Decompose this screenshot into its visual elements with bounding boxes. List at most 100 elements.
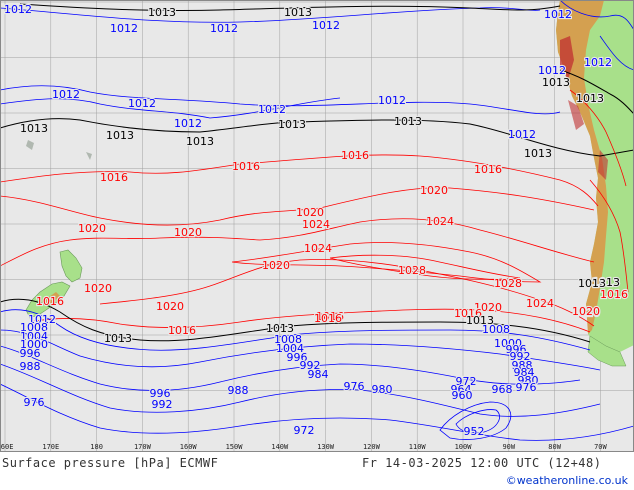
isobar-label: 1016 (341, 149, 369, 162)
isobar-line (569, 89, 627, 187)
isobar-line (99, 259, 595, 327)
isobar-line (559, 69, 634, 115)
isobar-label: 1016 (232, 160, 260, 173)
isobar-label: 1013 (278, 118, 306, 131)
isobar-label: 1020 (78, 222, 106, 235)
isobar-label: 1012 (508, 128, 536, 141)
isobar-label: 992 (510, 350, 531, 363)
lon-tick-label: 80W (548, 443, 561, 451)
isobar-line (559, 0, 634, 31)
isobar-line (589, 179, 629, 293)
isobar-label: 1012 (538, 64, 566, 77)
isobar-line (0, 154, 599, 207)
isobar-label: 980 (518, 374, 539, 387)
isobar-line (0, 85, 561, 115)
isobar-label: 1028 (494, 277, 522, 290)
valid-time: Fr 14-03-2025 12:00 UTC (12+48) (362, 456, 602, 470)
isobar-label: 1020 (420, 184, 448, 197)
isobar-line (0, 383, 634, 441)
longitude-axis: 160E 170E 180 170W 160W 150W 140W 130W 120W 110W 1… (0, 443, 608, 451)
isobar-line (599, 35, 634, 71)
isobar-label: 1000 (20, 338, 48, 351)
isobar-label: 1012 (128, 97, 156, 110)
isobar-label: 1013 (576, 92, 604, 105)
isobar-label: 1012 (210, 22, 238, 35)
isobar-line (0, 118, 634, 157)
isobar-line (29, 308, 591, 333)
isobar-label: 1008 (20, 321, 48, 334)
isobar-label: 1016 (474, 163, 502, 176)
isobar-label: 1016 (454, 307, 482, 320)
isobar-label: 996 (150, 387, 171, 400)
isobar-label: 976 (24, 396, 45, 409)
isobar-line (0, 7, 541, 23)
isobar-label: 1016 (168, 324, 196, 337)
isobar-lines (0, 0, 634, 441)
lon-tick-label: 110W (409, 443, 427, 451)
lon-tick-label: 180 (90, 443, 103, 451)
lon-tick-label: 100W (455, 443, 473, 451)
isobar-line (455, 409, 500, 434)
isobar-label: 960 (452, 389, 473, 402)
isobar-line (0, 363, 601, 417)
isobar-label: 1012 (312, 19, 340, 32)
isobar-label: 968 (492, 383, 513, 396)
isobar-label: 1013 (578, 277, 606, 290)
isobar-label: 1020 (474, 301, 502, 314)
lon-tick-label: 140W (271, 443, 289, 451)
isobar-label: 1016 (100, 171, 128, 184)
isobar-label: 992 (300, 359, 321, 372)
south-america-land (556, 0, 634, 367)
isobar-label: 1016 (316, 310, 344, 323)
isobar-label: 1013 (266, 322, 294, 335)
lon-tick-label: 160E (0, 443, 13, 451)
isobar-line (19, 3, 561, 12)
isobar-line (0, 298, 591, 343)
footer-bar (0, 452, 634, 490)
isobar-label: 996 (20, 347, 41, 360)
isobar-line (329, 254, 521, 280)
isobar-line (0, 187, 595, 226)
isobar-label: 1012 (378, 94, 406, 107)
isobar-label: 1012 (544, 8, 572, 21)
isobar-label: 972 (456, 375, 477, 388)
isobar-label: 964 (451, 383, 472, 396)
isobar-label: 1020 (174, 226, 202, 239)
lon-tick-label: 170W (134, 443, 152, 451)
isobar-label: 1012 (174, 117, 202, 130)
isobar-label: 1013 (592, 276, 620, 289)
isobar-line (439, 401, 512, 440)
isobar-label: 1024 (526, 297, 554, 310)
isobar-label: 1013 (106, 129, 134, 142)
isobar-label: 1013 (20, 122, 48, 135)
lon-tick-label: 160W (180, 443, 198, 451)
isobar-label: 952 (464, 425, 485, 438)
isobar-label: 992 (152, 398, 173, 411)
isobar-label: 1008 (482, 323, 510, 336)
isobar-label: 980 (372, 383, 393, 396)
isobar-label: 1020 (156, 300, 184, 313)
isobar-label: 1012 (4, 3, 32, 16)
lon-tick-label: 170E (42, 443, 59, 451)
isobar-label: 976 (516, 381, 537, 394)
isobar-label: 1020 (572, 305, 600, 318)
isobar-label: 1012 (52, 88, 80, 101)
isobar-label: 988 (20, 360, 41, 373)
isobar-label: 1013 (186, 135, 214, 148)
isobar-label: 988 (228, 384, 249, 397)
isobar-label: 1013 (466, 314, 494, 327)
isobar-label: 1013 (284, 6, 312, 19)
isobar-label: 1024 (304, 242, 332, 255)
isobar-label: 1016 (600, 288, 628, 301)
new-zealand-land (25, 140, 92, 319)
isobar-label: 1020 (262, 259, 290, 272)
isobar-label: 1020 (296, 206, 324, 219)
credit-link[interactable]: ©weatheronline.co.uk (505, 474, 628, 487)
isobar-label: 1004 (276, 342, 304, 355)
isobar-label: 996 (506, 343, 527, 356)
isobar-label: 1012 (584, 56, 612, 69)
isobar-line (0, 345, 581, 391)
isobar-label: 1012 (28, 313, 56, 326)
